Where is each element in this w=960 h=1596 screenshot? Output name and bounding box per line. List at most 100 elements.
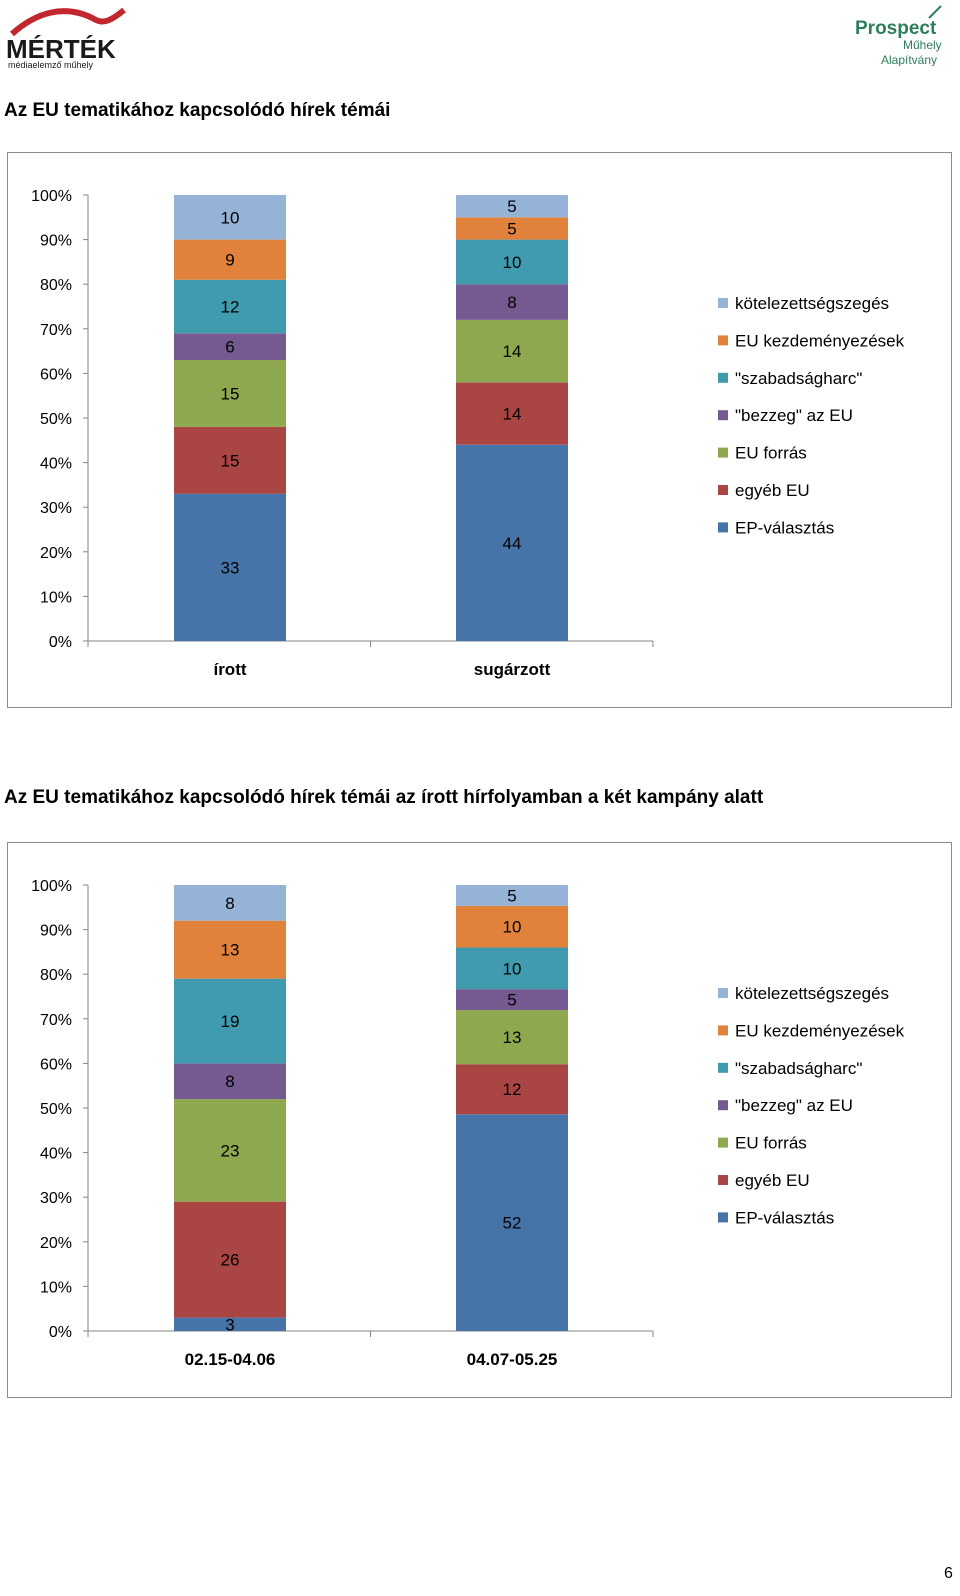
y-tick-label: 90% (40, 233, 72, 250)
data-label: 33 (221, 558, 240, 577)
legend-label: EP-választás (735, 518, 834, 537)
legend-label: EU forrás (735, 444, 807, 463)
y-tick-label: 40% (40, 456, 72, 473)
data-label: 6 (225, 338, 234, 357)
y-tick-label: 60% (40, 1056, 72, 1073)
bar-segment-kotelezettseg (174, 885, 286, 921)
bar-segment-kotelezettseg (456, 195, 568, 218)
chart2: 0% 10% 20% 30% 40% 50% 60% 70% 80% 90% 100% 3 26 23 8 1… (31, 878, 905, 1369)
data-label: 10 (503, 918, 522, 937)
logo-sub-text: Alapítvány (881, 53, 937, 66)
bar-segment-forras (174, 360, 286, 427)
bar-segment-kotelezettseg (174, 195, 286, 240)
data-label: 10 (503, 959, 522, 978)
legend-swatch (718, 1175, 728, 1185)
data-label: 26 (221, 1251, 240, 1270)
legend-label: "bezzeg" az EU (735, 406, 853, 425)
bar-segment-bezzeg (456, 284, 568, 320)
y-tick-label: 90% (40, 923, 72, 940)
bar-segment-szabadsagharc (456, 239, 568, 285)
legend-swatch (718, 372, 728, 383)
legend-label: "szabadságharc" (735, 1059, 862, 1078)
bar-segment-ep (174, 493, 286, 641)
category-label: sugárzott (474, 660, 551, 679)
category-label: írott (213, 660, 246, 679)
bar-segment-bezzeg (174, 333, 286, 361)
y-tick-label: 50% (40, 1101, 72, 1118)
legend-swatch (718, 1100, 728, 1111)
legend-swatch (718, 1212, 728, 1223)
y-tick-label: 80% (40, 967, 72, 984)
y-tick-label: 80% (40, 277, 72, 294)
data-label: 8 (225, 894, 234, 913)
chart2-frame: 0% 10% 20% 30% 40% 50% 60% 70% 80% 90% 100% 3 26 23 8 1… (7, 842, 952, 1398)
data-label: 12 (503, 1080, 522, 1099)
legend-swatch (718, 485, 728, 495)
legend-label: EP-választás (735, 1208, 834, 1227)
data-label: 15 (221, 384, 240, 403)
bar-segment-bezzeg (456, 989, 568, 1011)
bar-segment-szabadsagharc (456, 947, 568, 990)
bar-segment-kezdemenyezes (174, 239, 286, 280)
bar-segment-egyeb (456, 1064, 568, 1115)
legend-label: EU kezdeményezések (735, 1021, 905, 1040)
logo-sub-text: médiaelemző műhely (8, 60, 94, 70)
y-tick-label: 100% (31, 188, 72, 205)
legend-label: "bezzeg" az EU (735, 1096, 853, 1115)
legend-label: kötelezettségszegés (735, 984, 889, 1003)
bar-segment-ep (174, 1317, 286, 1331)
chart1-heading: Az EU tematikához kapcsolódó hírek témái (4, 100, 391, 121)
bar-segment-kezdemenyezes (174, 920, 286, 979)
prospect-logo: Prospect Műhely Alapítvány (855, 5, 942, 66)
logo-sub-text: Műhely (903, 38, 942, 52)
legend-swatch (718, 1025, 728, 1036)
legend-swatch (718, 447, 728, 458)
chart2-heading: Az EU tematikához kapcsolódó hírek témái… (4, 787, 764, 808)
chart1: 0% 10% 20% 30% 40% 50% 60% 70% 80% 90% 100% 33 15 15 6… (31, 188, 905, 679)
data-label: 44 (503, 534, 522, 553)
legend-label: "szabadságharc" (735, 369, 862, 388)
y-tick-label: 100% (31, 878, 72, 895)
y-tick-label: 60% (40, 366, 72, 383)
data-label: 8 (225, 1072, 234, 1091)
bar-segment-egyeb (174, 1201, 286, 1318)
data-label: 15 (221, 451, 240, 470)
y-tick-label: 10% (40, 1279, 72, 1296)
legend-swatch (718, 298, 728, 308)
legend-swatch (718, 988, 728, 998)
category-label: 02.15-04.06 (185, 1350, 276, 1369)
bar-segment-ep (456, 444, 568, 641)
data-label: 19 (221, 1012, 240, 1031)
y-tick-label: 30% (40, 1190, 72, 1207)
data-label: 23 (221, 1141, 240, 1160)
bar-segment-ep (456, 1114, 568, 1331)
data-label: 52 (503, 1214, 522, 1233)
y-tick-label: 70% (40, 1012, 72, 1029)
bar-segment-szabadsagharc (174, 279, 286, 334)
data-label: 14 (503, 342, 522, 361)
bar-segment-forras (456, 1010, 568, 1065)
chart1-frame: 0% 10% 20% 30% 40% 50% 60% 70% 80% 90% 100% 33 15 15 6… (7, 152, 952, 708)
bar-segment-kezdemenyezes (456, 905, 568, 948)
mertek-logo: MÉRTÉK médiaelemző műhely (6, 7, 126, 70)
y-tick-label: 30% (40, 500, 72, 517)
legend-swatch (718, 1137, 728, 1148)
data-label: 5 (507, 886, 516, 905)
data-label: 12 (221, 298, 240, 317)
legend-label: egyéb EU (735, 1171, 810, 1190)
data-label: 13 (503, 1028, 522, 1047)
legend-swatch (718, 335, 728, 346)
legend-label: kötelezettségszegés (735, 294, 889, 313)
bar-segment-kotelezettseg (456, 885, 568, 906)
data-label: 9 (225, 251, 234, 270)
data-label: 14 (503, 405, 522, 424)
legend-swatch (718, 410, 728, 421)
logo-check-icon (928, 5, 942, 19)
y-tick-label: 70% (40, 322, 72, 339)
bar-segment-forras (174, 1099, 286, 1202)
data-label: 5 (507, 219, 516, 238)
legend-label: egyéb EU (735, 481, 810, 500)
page-number: 6 (944, 1565, 953, 1582)
data-label: 10 (503, 253, 522, 272)
bar-segment-forras (456, 319, 568, 383)
